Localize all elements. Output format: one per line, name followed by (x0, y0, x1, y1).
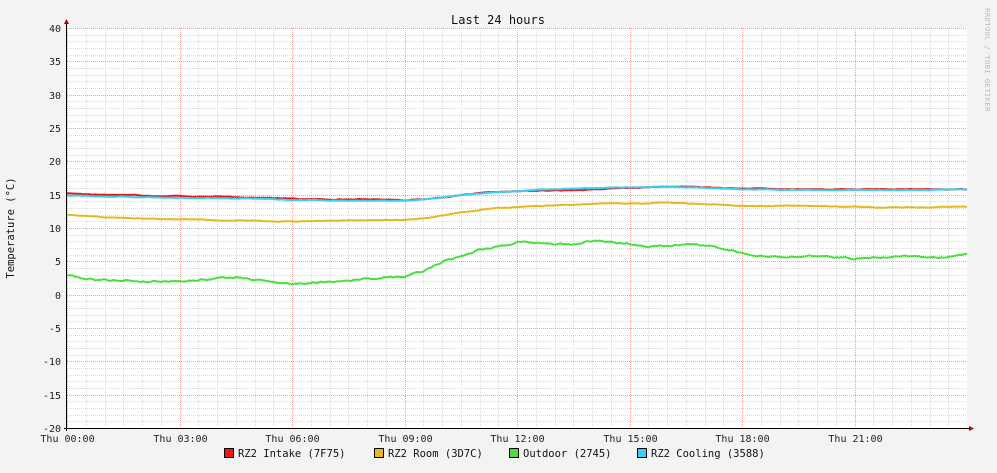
x-tick-label: Thu 06:00 (265, 434, 319, 445)
x-tick-label: Thu 15:00 (603, 434, 657, 445)
x-tick-label: Thu 00:00 (40, 434, 94, 445)
y-tick-label: 0 (55, 291, 61, 302)
series-layer (66, 185, 968, 286)
x-tick-label: Thu 09:00 (378, 434, 432, 445)
tick-labels: -20 -15 -10 -5 0 5 10 15 20 25 30 35 40 Thu 00:00 Thu … (40, 24, 882, 445)
legend-swatch (374, 448, 384, 458)
legend-label: RZ2 Intake (7F75) (238, 448, 345, 460)
legend-item: RZ2 Intake (7F75) (224, 448, 345, 460)
watermark: RRDTOOL / TOBI OETIKER (983, 8, 991, 112)
legend-swatch (637, 448, 647, 458)
y-tick-label: 15 (49, 191, 61, 202)
y-tick-label: 25 (49, 124, 61, 135)
legend-item: RZ2 Room (3D7C) (374, 448, 483, 460)
legend-label: Outdoor (2745) (523, 448, 612, 460)
series-line (66, 185, 968, 202)
y-tick-label: -10 (43, 357, 61, 368)
series-line (66, 239, 968, 286)
x-tick-label: Thu 18:00 (715, 434, 769, 445)
x-tick-label: Thu 12:00 (490, 434, 544, 445)
y-tick-label: -5 (49, 324, 61, 335)
y-tick-label: 30 (49, 91, 61, 102)
y-tick-label: -15 (43, 391, 61, 402)
x-tick-label: Thu 03:00 (153, 434, 207, 445)
y-tick-label: 20 (49, 157, 61, 168)
series-line (67, 201, 968, 223)
legend: RZ2 Intake (7F75) RZ2 Room (3D7C) Outdoor … (224, 448, 765, 460)
y-tick-label: -20 (43, 424, 61, 435)
x-axis-arrow (969, 426, 974, 431)
axes-layer (64, 19, 974, 431)
y-tick-label: 35 (49, 57, 61, 68)
legend-item: Outdoor (2745) (509, 448, 612, 460)
legend-swatch (224, 448, 234, 458)
y-tick-label: 5 (55, 257, 61, 268)
y-tick-label: 10 (49, 224, 61, 235)
legend-label: RZ2 Room (3D7C) (388, 448, 483, 460)
legend-swatch (509, 448, 519, 458)
chart-title: Last 24 hours (451, 13, 545, 27)
y-axis-arrow (64, 19, 69, 24)
x-tick-label: Thu 21:00 (828, 434, 882, 445)
y-axis-label: Temperature (°C) (5, 177, 17, 278)
y-tick-label: 40 (49, 24, 61, 35)
grid-major (67, 28, 967, 429)
legend-item: RZ2 Cooling (3588) (637, 448, 765, 460)
legend-label: RZ2 Cooling (3588) (651, 448, 765, 460)
